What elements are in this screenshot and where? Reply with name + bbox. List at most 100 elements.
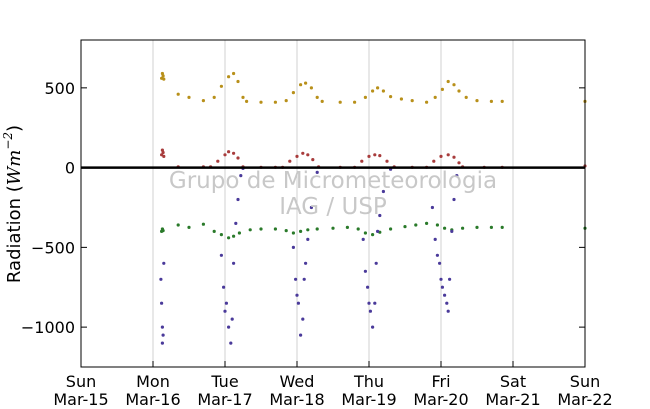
data-point: [443, 293, 447, 297]
x-tick-label-date: Mar-18: [269, 390, 324, 409]
data-point: [440, 87, 444, 91]
y-axis-title-exponent: −2: [1, 132, 15, 150]
data-point: [216, 159, 220, 163]
data-point: [450, 229, 454, 233]
y-axis-title-close: ): [4, 125, 25, 132]
data-point: [288, 159, 292, 163]
y-axis-title: Radiation (Wm−2): [1, 125, 25, 283]
data-point: [363, 269, 367, 273]
data-point: [500, 99, 504, 103]
data-point: [161, 150, 165, 155]
data-point: [227, 325, 231, 329]
data-point: [389, 227, 393, 231]
data-point: [452, 83, 456, 87]
data-point: [399, 97, 403, 101]
data-point: [299, 83, 303, 87]
data-point: [315, 170, 319, 174]
data-point: [219, 84, 223, 88]
data-point: [439, 277, 443, 281]
data-point: [291, 245, 295, 249]
data-point: [475, 225, 479, 229]
x-tick-label-date: Mar-21: [485, 390, 540, 409]
data-point: [315, 227, 319, 231]
data-point: [229, 341, 233, 345]
data-point: [301, 317, 305, 321]
data-point: [311, 158, 315, 162]
data-point: [304, 81, 308, 85]
x-tick-label-day: Sat: [500, 372, 526, 391]
data-point: [363, 95, 367, 99]
data-point: [376, 86, 380, 90]
watermark-line-1: Grupo de Micrometeorologia: [169, 168, 497, 194]
data-point: [500, 225, 504, 229]
data-point: [187, 95, 191, 99]
data-point: [160, 148, 164, 152]
data-point: [201, 222, 205, 226]
data-point: [232, 261, 236, 265]
x-tick-label-day: Fri: [431, 372, 450, 391]
data-point: [446, 79, 450, 84]
x-tick-label-day: Wed: [280, 372, 315, 391]
data-point: [236, 156, 240, 160]
data-point: [320, 99, 324, 103]
data-point: [366, 285, 370, 289]
data-point: [294, 277, 298, 281]
data-point: [403, 225, 407, 229]
data-point: [432, 159, 436, 163]
data-point: [230, 317, 234, 321]
data-point: [187, 225, 191, 229]
data-point: [232, 151, 236, 155]
data-point: [440, 285, 444, 289]
data-point: [299, 333, 303, 337]
data-point: [223, 153, 227, 157]
data-point: [284, 229, 288, 233]
data-point: [489, 225, 493, 229]
data-point: [245, 99, 249, 103]
data-point: [389, 95, 393, 99]
y-axis-title-text: Radiation (: [4, 185, 25, 283]
x-tick-label-day: Mon: [136, 372, 170, 391]
data-point: [457, 161, 461, 165]
x-tick-label-date: Mar-22: [557, 390, 612, 409]
series-2: [160, 221, 587, 240]
data-point: [338, 100, 342, 104]
data-point: [232, 71, 236, 76]
data-point: [302, 277, 306, 281]
data-point: [368, 309, 372, 313]
data-point: [430, 205, 434, 210]
data-point: [237, 231, 241, 235]
data-point: [464, 95, 468, 99]
data-point: [291, 91, 295, 95]
data-point: [161, 74, 165, 78]
data-point: [236, 197, 240, 202]
data-point: [381, 89, 385, 93]
x-tick-label-day: Sun: [66, 372, 96, 391]
data-point: [315, 95, 319, 99]
data-point: [433, 237, 437, 241]
data-point: [160, 325, 164, 329]
data-point: [306, 153, 310, 157]
series-0: [160, 71, 587, 104]
data-point: [489, 99, 493, 103]
data-point: [299, 229, 303, 233]
series-1: [160, 148, 587, 169]
x-tick-label-day: Tue: [210, 372, 238, 391]
data-point: [446, 309, 450, 313]
data-point: [273, 227, 277, 231]
watermark-line-2: IAG / USP: [279, 194, 387, 220]
data-point: [241, 95, 245, 99]
data-point: [212, 229, 216, 233]
data-point: [160, 71, 164, 76]
data-point: [475, 99, 479, 103]
data-point: [438, 261, 442, 265]
data-point: [373, 301, 377, 305]
y-tick-label: −1000: [21, 318, 75, 337]
data-point: [306, 237, 310, 241]
plot-frame: [80, 39, 586, 368]
data-point: [353, 100, 357, 104]
data-point: [227, 236, 231, 240]
y-tick-label: 0: [65, 159, 75, 178]
data-point: [295, 154, 299, 158]
data-point: [443, 226, 447, 230]
